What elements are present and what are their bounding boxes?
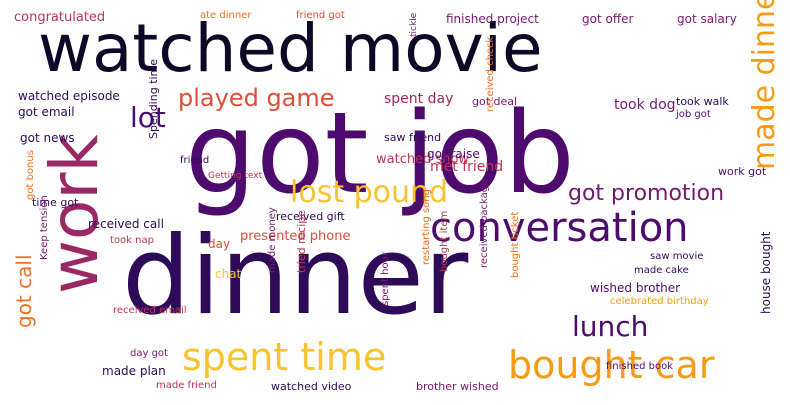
word-received-package: received package: [479, 179, 490, 268]
word-bought-ticket: bought ticket: [510, 211, 521, 278]
word-received-check: received check: [485, 36, 496, 112]
word-time-got: time got: [32, 196, 79, 209]
word-day-got: day got: [130, 348, 168, 359]
word-got-raise: got raise: [427, 147, 480, 161]
word-bought-item: bought item: [439, 210, 450, 272]
word-brother-wished: brother wished: [416, 380, 499, 393]
word-spending-time: Spending time: [147, 58, 160, 139]
word-work: work: [36, 134, 113, 294]
word-made-plan: made plan: [102, 364, 166, 378]
word-received-email: received email: [113, 305, 187, 316]
word-friend-got: friend got: [296, 10, 345, 21]
word-got-promotion: got promotion: [568, 181, 725, 206]
word-ate-dinner: ate dinner: [200, 10, 252, 21]
word-spent-hour: spent hour: [380, 251, 391, 306]
word-played-game: played game: [178, 84, 335, 112]
word-work-got: work got: [718, 165, 767, 178]
word-chat: chat: [215, 267, 242, 281]
word-congratulated: congratulated: [14, 10, 106, 25]
word-watched-show: watched show: [376, 152, 470, 167]
word-keep-tension: Keep tension: [39, 195, 50, 260]
word-lunch: lunch: [572, 310, 649, 343]
word-lot: lot: [130, 101, 166, 134]
word-got-email: got email: [18, 105, 75, 119]
word-got-offer: got offer: [582, 12, 634, 26]
word-met-friend: met friend: [430, 159, 504, 175]
word-tickle: tickle: [409, 12, 419, 37]
word-watched-episode: watched episode: [18, 89, 120, 103]
word-made-cake: made cake: [634, 265, 689, 276]
word-finished-project: finished project: [446, 12, 539, 26]
word-house-bought: house bought: [759, 231, 773, 315]
word-received-gift: received gift: [276, 210, 345, 223]
word-presented-phone: presented phone: [240, 229, 351, 244]
word-watched-movie: watched movie: [38, 10, 543, 87]
word-got-bonus: got bonus: [25, 150, 36, 200]
word-lost-pound: lost pound: [290, 175, 449, 210]
word-took-nap: took nap: [110, 235, 154, 246]
word-watched-video: watched video: [271, 380, 352, 393]
word-getting-text: Getting text: [208, 171, 263, 181]
word-got-deal: got deal: [472, 95, 518, 108]
word-saw-friend: saw friend: [384, 131, 442, 144]
word-finished-book: finished book: [606, 361, 674, 372]
word-made-dinner: made dinner: [747, 0, 782, 170]
word-day: day: [208, 237, 231, 251]
word-spent-day: spent day: [384, 91, 454, 107]
word-restarting-song: restarting song: [421, 189, 432, 265]
word-got-salary: got salary: [677, 12, 737, 26]
word-bought-car: bought car: [508, 343, 715, 387]
word-made-friend: made friend: [156, 380, 217, 391]
word-wished-brother: wished brother: [590, 281, 681, 295]
word-job-got: job got: [676, 109, 711, 120]
word-got-news: got news: [20, 131, 75, 145]
word-got-call: got call: [12, 254, 36, 329]
word-received-call: received call: [88, 217, 164, 231]
word-made-money: made money: [267, 207, 278, 273]
word-celebrated-birthday: celebrated birthday: [610, 296, 709, 307]
word-got-job: got job: [185, 89, 575, 219]
word-took-walk: took walk: [676, 95, 729, 108]
word-conversation: conversation: [430, 205, 689, 251]
word-spent-time: spent time: [182, 335, 387, 379]
word-saw-movie: saw movie: [650, 251, 704, 262]
word-tried-recipe: tried recipe: [295, 209, 308, 273]
word-took-dog: took dog: [614, 97, 676, 113]
word-dinner: dinner: [122, 214, 469, 339]
word-friend: friend: [180, 155, 210, 166]
